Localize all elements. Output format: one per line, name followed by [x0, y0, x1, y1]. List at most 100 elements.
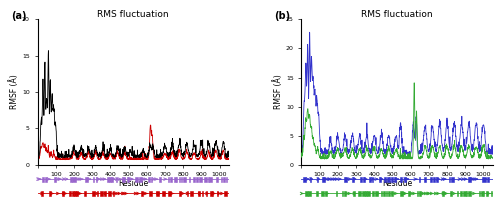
Bar [468, 191, 470, 196]
Bar [50, 191, 51, 196]
Bar [192, 177, 196, 182]
Bar [336, 191, 338, 196]
Bar [151, 177, 152, 182]
Bar [122, 177, 124, 182]
Bar [424, 177, 426, 182]
Title: RMS fluctuation: RMS fluctuation [361, 10, 432, 18]
Bar [198, 191, 200, 196]
Bar [116, 177, 117, 182]
Bar [457, 191, 458, 196]
Bar [170, 177, 172, 182]
Bar [408, 191, 410, 196]
Bar [360, 177, 362, 182]
Bar [466, 191, 468, 196]
Bar [216, 177, 218, 182]
Bar [404, 177, 406, 182]
Bar [392, 177, 394, 182]
Bar [150, 191, 152, 196]
Bar [40, 191, 43, 196]
Bar [368, 177, 371, 182]
Bar [113, 191, 114, 196]
Y-axis label: RMSF (Å): RMSF (Å) [10, 75, 19, 109]
Bar [168, 191, 170, 196]
Bar [386, 177, 388, 182]
Bar [210, 177, 212, 182]
Bar [442, 191, 444, 196]
Bar [488, 177, 489, 182]
Bar [206, 191, 207, 196]
Bar [358, 191, 362, 196]
Bar [190, 191, 193, 196]
Bar [354, 191, 355, 196]
X-axis label: Residue: Residue [118, 179, 148, 188]
Bar [362, 191, 364, 196]
Bar [384, 177, 386, 182]
Bar [136, 177, 138, 182]
Bar [386, 191, 387, 196]
Bar [304, 177, 306, 182]
Bar [375, 191, 378, 196]
Bar [179, 191, 181, 196]
Bar [220, 177, 222, 182]
Bar [460, 191, 462, 196]
Bar [112, 177, 113, 182]
Bar [478, 191, 480, 196]
Bar [450, 191, 452, 196]
Bar [96, 177, 98, 182]
Bar [156, 191, 159, 196]
Bar [54, 177, 56, 182]
Bar [196, 177, 198, 182]
Bar [178, 177, 180, 182]
Bar [316, 191, 318, 196]
Bar [216, 191, 218, 196]
Bar [372, 177, 373, 182]
Bar [212, 191, 214, 196]
Bar [317, 177, 318, 182]
Bar [74, 191, 76, 196]
Bar [451, 177, 454, 182]
Bar [394, 177, 396, 182]
Bar [379, 177, 382, 182]
Bar [86, 177, 88, 182]
Bar [344, 191, 346, 196]
Bar [448, 177, 450, 182]
Bar [388, 191, 390, 196]
Bar [92, 191, 95, 196]
Bar [174, 177, 176, 182]
Bar [417, 191, 418, 196]
Bar [127, 177, 129, 182]
Bar [62, 191, 64, 196]
Bar [418, 191, 422, 196]
Bar [462, 191, 466, 196]
Bar [69, 191, 70, 196]
Bar [45, 177, 47, 182]
Bar [160, 177, 161, 182]
Bar [109, 177, 111, 182]
Bar [365, 191, 367, 196]
Bar [380, 191, 382, 196]
Bar [491, 191, 492, 196]
Bar [199, 177, 202, 182]
Text: (a): (a) [10, 11, 26, 21]
Bar [390, 191, 392, 196]
Bar [210, 191, 212, 196]
Bar [326, 191, 327, 196]
Bar [486, 191, 488, 196]
Bar [107, 177, 108, 182]
Bar [93, 177, 94, 182]
Bar [362, 177, 364, 182]
Bar [140, 191, 142, 196]
Bar [162, 191, 164, 196]
X-axis label: Residue: Residue [382, 179, 412, 188]
Bar [344, 177, 346, 182]
Bar [72, 177, 76, 182]
Bar [436, 177, 438, 182]
Bar [308, 191, 311, 196]
Bar [226, 177, 228, 182]
Bar [189, 177, 190, 182]
Bar [168, 177, 170, 182]
Bar [368, 191, 370, 196]
Bar [322, 177, 325, 182]
Bar [310, 177, 312, 182]
Y-axis label: RMSF (Å): RMSF (Å) [273, 75, 283, 109]
